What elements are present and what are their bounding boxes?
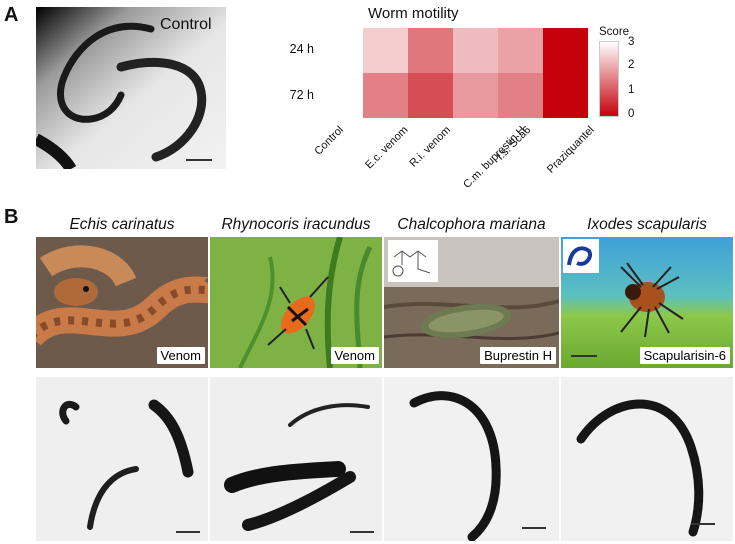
micrograph-rhynocoris-treated (210, 377, 382, 541)
heatmap-cell-r1-c1 (363, 73, 408, 118)
heatmap-cell-r1-c3 (453, 73, 498, 118)
photo-rhynocoris-bug: Venom (210, 237, 382, 368)
col-label-control: Control (312, 124, 346, 158)
species-title-ixodes: Ixodes scapularis (587, 216, 707, 233)
photo-chalcophora-beetle: Buprestin H (384, 237, 559, 368)
heatmap-cell-r0-c4 (498, 28, 543, 73)
control-label: Control (160, 16, 212, 33)
colorbar-tick-1: 1 (628, 84, 635, 96)
heatmap-cell-r0-c1 (363, 28, 408, 73)
heatmap-cell-r1-c0 (318, 73, 363, 118)
heatmap (318, 28, 588, 118)
colorbar-tick-0: 0 (628, 108, 635, 120)
compound-label-chalcophora: Buprestin H (480, 347, 556, 364)
micrograph-echis-treated (36, 377, 208, 541)
row-label-72h: 72 h (289, 88, 314, 102)
heatmap-cell-r1-c4 (498, 73, 543, 118)
heatmap-cell-r0-c2 (408, 28, 453, 73)
compound-label-rhynocoris: Venom (330, 347, 379, 364)
photo-ixodes-tick: Scapularisin-6 (561, 237, 733, 368)
chart-title: Worm motility (368, 5, 459, 22)
micrograph-chalcophora-treated (384, 377, 559, 541)
panel-a-letter: A (4, 4, 19, 26)
col-label-praziquantel: Praziquantel (544, 124, 597, 176)
colorbar-tick-3: 3 (628, 36, 635, 48)
colorbar (599, 41, 619, 117)
micrograph-ixodes-treated (561, 377, 733, 541)
heatmap-cell-r1-c2 (408, 73, 453, 118)
heatmap-cell-r0-c0 (318, 28, 363, 73)
panel-b-letter: B (4, 206, 19, 228)
species-title-echis: Echis carinatus (69, 216, 175, 233)
compound-label-ixodes: Scapularisin-6 (639, 347, 730, 364)
colorbar-tick-2: 2 (628, 59, 635, 71)
species-title-rhynocoris: Rhynocoris iracundus (221, 216, 371, 233)
col-label-ec-venom: E.c. venom (363, 124, 411, 172)
col-label-ri-venom: R.i. venom (407, 124, 454, 170)
heatmap-cell-r0-c3 (453, 28, 498, 73)
colorbar-title: Score (599, 26, 630, 38)
heatmap-cell-r0-c5 (543, 28, 588, 73)
species-title-chalcophora: Chalcophora mariana (397, 216, 546, 233)
photo-echis-snake: Venom (36, 237, 208, 368)
compound-label-echis: Venom (156, 347, 205, 364)
heatmap-cell-r1-c5 (543, 73, 588, 118)
control-micrograph: Control (36, 7, 226, 169)
row-label-24h: 24 h (289, 42, 314, 56)
